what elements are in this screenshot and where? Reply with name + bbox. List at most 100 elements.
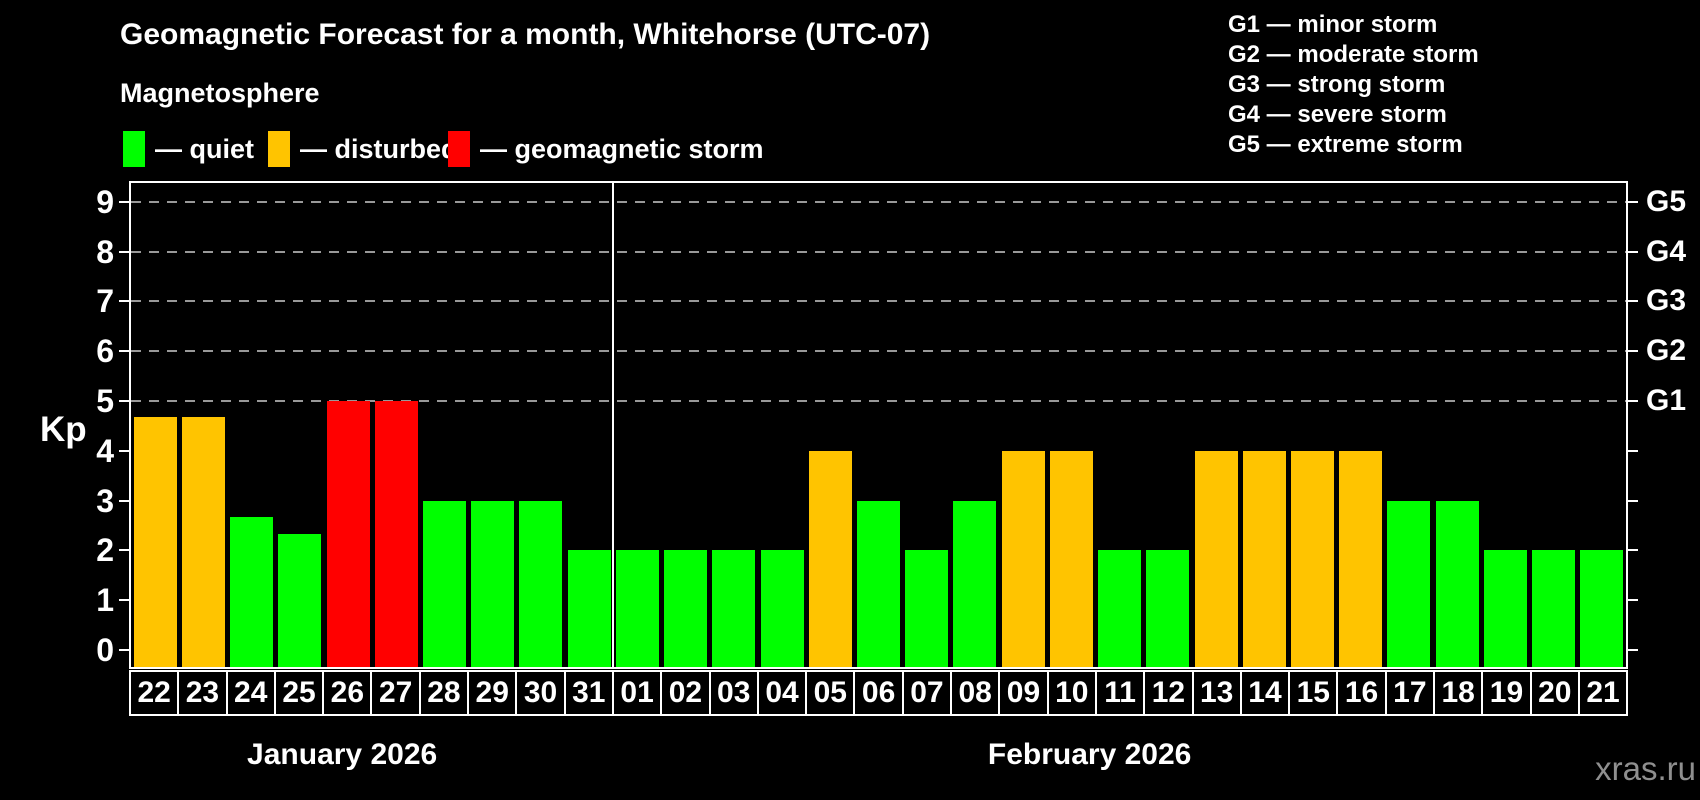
y-tick-label-1: 1 bbox=[96, 582, 114, 619]
y-tick-left-6 bbox=[119, 350, 131, 353]
y-tick-left-7 bbox=[119, 300, 131, 303]
y-tick-left-3 bbox=[119, 499, 131, 502]
day-label-14: 14 bbox=[1242, 672, 1291, 714]
g-legend-line-2: G2 — moderate storm bbox=[1228, 41, 1479, 68]
day-label-30: 30 bbox=[517, 672, 566, 714]
y-tick-label-9: 9 bbox=[96, 183, 114, 220]
month-label-february: February 2026 bbox=[987, 738, 1192, 771]
g-legend-line-1: G1 — minor storm bbox=[1228, 11, 1438, 38]
day-label-27: 27 bbox=[372, 672, 421, 714]
day-label-07: 07 bbox=[904, 672, 953, 714]
day-label-12: 12 bbox=[1145, 672, 1194, 714]
kp-bar-february-19 bbox=[1483, 550, 1527, 667]
storm-swatch-icon bbox=[448, 131, 470, 167]
kp-bar-january-28 bbox=[422, 500, 466, 667]
day-label-04: 04 bbox=[759, 672, 808, 714]
y-tick-label-7: 7 bbox=[96, 283, 114, 320]
y-tick-right-8 bbox=[1626, 250, 1638, 253]
kp-bar-january-23 bbox=[181, 417, 225, 667]
g-axis-label-G2: G2 bbox=[1646, 334, 1687, 368]
kp-bar-february-02 bbox=[664, 550, 708, 667]
g-legend-line-3: G3 — strong storm bbox=[1228, 71, 1446, 98]
gridline-kp6 bbox=[131, 350, 1626, 353]
y-tick-left-5 bbox=[119, 400, 131, 402]
y-tick-label-0: 0 bbox=[96, 632, 114, 668]
day-label-05: 05 bbox=[807, 672, 856, 714]
day-label-17: 17 bbox=[1387, 672, 1436, 714]
day-label-31: 31 bbox=[566, 672, 614, 714]
kp-bar-january-24 bbox=[230, 517, 274, 667]
y-tick-right-1 bbox=[1626, 599, 1638, 602]
kp-bar-january-27 bbox=[374, 401, 418, 667]
g-axis-label-G4: G4 bbox=[1646, 234, 1687, 268]
y-tick-label-4: 4 bbox=[96, 432, 114, 469]
kp-bar-january-29 bbox=[471, 500, 515, 667]
y-tick-left-1 bbox=[119, 599, 131, 602]
kp-bar-january-25 bbox=[278, 533, 322, 667]
g-axis-label-G5: G5 bbox=[1646, 184, 1687, 218]
day-label-09: 09 bbox=[1000, 672, 1049, 714]
day-label-18: 18 bbox=[1435, 672, 1484, 714]
gridline-kp8 bbox=[131, 250, 1626, 253]
y-tick-right-4 bbox=[1626, 449, 1638, 452]
y-tick-label-6: 6 bbox=[96, 333, 114, 370]
disturbed-swatch-icon bbox=[268, 131, 290, 167]
day-label-29: 29 bbox=[469, 672, 518, 714]
y-tick-label-2: 2 bbox=[96, 532, 114, 569]
kp-bar-february-18 bbox=[1435, 500, 1479, 667]
kp-bar-january-22 bbox=[133, 417, 177, 667]
kp-bar-february-07 bbox=[905, 550, 949, 667]
month-separator bbox=[612, 183, 615, 667]
kp-bar-february-10 bbox=[1049, 450, 1093, 667]
g-legend-line-5: G5 — extreme storm bbox=[1228, 131, 1463, 158]
gridline-kp9 bbox=[131, 200, 1626, 203]
y-tick-label-5: 5 bbox=[96, 383, 114, 419]
y-tick-right-2 bbox=[1626, 549, 1638, 552]
day-label-08: 08 bbox=[952, 672, 1001, 714]
kp-bar-january-31 bbox=[567, 550, 611, 667]
g-scale-legend: G1 — minor storm G2 — moderate storm G3 — … bbox=[1228, 10, 1479, 160]
kp-bar-february-14 bbox=[1242, 450, 1286, 667]
gridline-kp7 bbox=[131, 300, 1626, 303]
day-label-26: 26 bbox=[324, 672, 373, 714]
y-tick-right-9 bbox=[1626, 200, 1638, 203]
day-label-01: 01 bbox=[614, 672, 663, 714]
y-tick-label-3: 3 bbox=[96, 482, 114, 519]
kp-bar-february-13 bbox=[1194, 450, 1238, 667]
month-label-january: January 2026 bbox=[247, 738, 438, 771]
y-tick-right-3 bbox=[1626, 499, 1638, 502]
day-label-23: 23 bbox=[179, 672, 228, 714]
y-tick-right-0 bbox=[1626, 649, 1638, 651]
day-label-row: 22 23 24 25 26 27 28 29 30 31 01 02 03 04 05 06 07 08 09 10… bbox=[129, 670, 1628, 716]
day-label-19: 19 bbox=[1483, 672, 1532, 714]
kp-bar-february-16 bbox=[1339, 450, 1383, 667]
y-tick-right-5 bbox=[1626, 400, 1638, 402]
day-label-06: 06 bbox=[855, 672, 904, 714]
g-legend-line-4: G4 — severe storm bbox=[1228, 101, 1447, 128]
page-title: Geomagnetic Forecast for a month, Whiteh… bbox=[120, 18, 931, 51]
day-label-28: 28 bbox=[421, 672, 470, 714]
day-label-15: 15 bbox=[1290, 672, 1339, 714]
kp-bar-february-17 bbox=[1387, 500, 1431, 667]
kp-bar-february-21 bbox=[1580, 550, 1624, 667]
kp-bar-february-20 bbox=[1532, 550, 1576, 667]
y-tick-label-8: 8 bbox=[96, 233, 114, 270]
day-label-24: 24 bbox=[228, 672, 276, 714]
legend-label-disturbed: — disturbed bbox=[300, 133, 458, 164]
legend-item-quiet: — quiet bbox=[123, 131, 254, 167]
watermark-link[interactable]: xras.ru bbox=[1595, 750, 1696, 787]
plot-border bbox=[129, 181, 1628, 669]
y-tick-left-9 bbox=[119, 200, 131, 203]
kp-bar-february-11 bbox=[1098, 550, 1142, 667]
y-tick-right-7 bbox=[1626, 300, 1638, 303]
y-tick-left-8 bbox=[119, 250, 131, 253]
gridline-kp5 bbox=[131, 400, 1626, 402]
y-tick-left-4 bbox=[119, 449, 131, 452]
day-label-20: 20 bbox=[1532, 672, 1580, 714]
kp-bar-february-03 bbox=[712, 550, 756, 667]
day-label-25: 25 bbox=[276, 672, 325, 714]
y-tick-right-6 bbox=[1626, 350, 1638, 353]
day-label-21: 21 bbox=[1586, 676, 1620, 709]
kp-bar-february-09 bbox=[1001, 450, 1045, 667]
